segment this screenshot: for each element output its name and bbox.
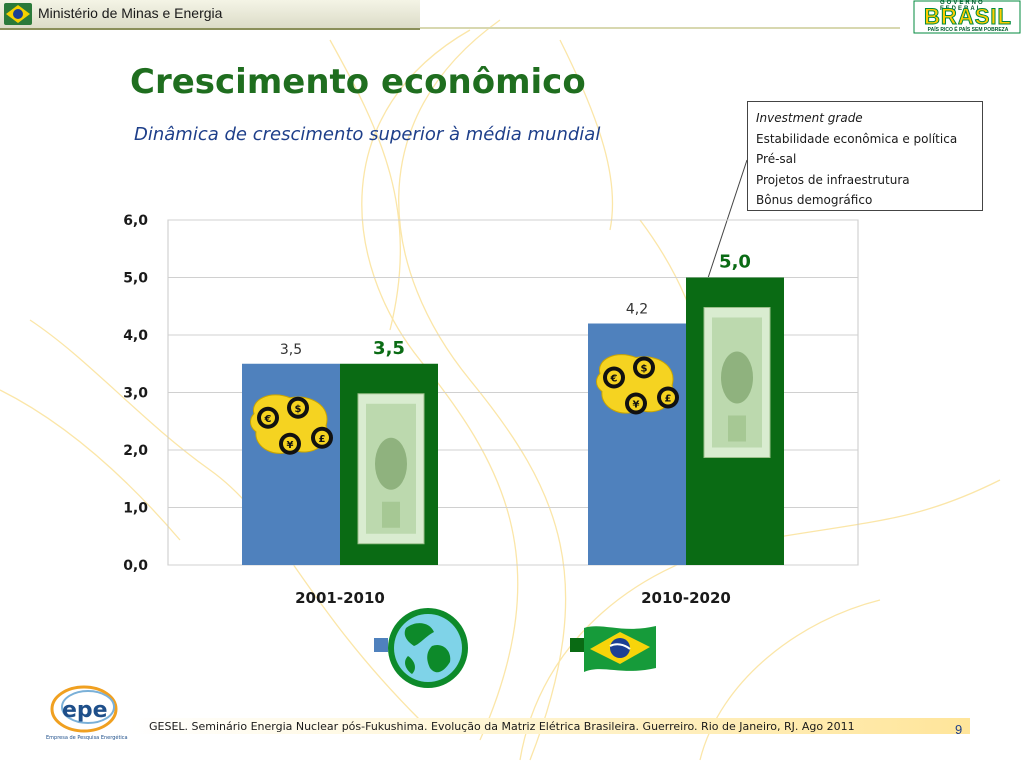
x-category-label: 2010-2020 <box>641 589 731 607</box>
callout-box: Investment grade Estabilidade econômica … <box>747 101 983 211</box>
y-tick-label: 6,0 <box>123 213 148 229</box>
gear-hub <box>283 436 297 451</box>
y-tick-label: 0,0 <box>123 558 148 574</box>
gov-federal-line: GOVERNO FEDERAL <box>940 0 985 12</box>
gear-hub <box>629 396 643 411</box>
epe-logo: epe Empresa de Pesquisa Energética <box>46 685 128 741</box>
banknote-portrait <box>721 351 753 404</box>
banknote-value-panel <box>728 415 746 442</box>
footer-citation: GESEL. Seminário Energia Nuclear pós-Fuk… <box>149 720 855 733</box>
y-tick-label: 3,0 <box>123 386 148 402</box>
callout-item: Estabilidade econômica e política <box>756 131 958 146</box>
banknote-icon <box>703 307 771 458</box>
gear-hub <box>261 410 275 425</box>
brasil-slogan: PAÍS RICO É PAÍS SEM POBREZA <box>927 27 1009 33</box>
page-number: 9 <box>955 722 963 737</box>
legend-world <box>374 604 474 690</box>
epe-logo-text: epe <box>62 698 108 723</box>
callout-item: Pré-sal <box>756 152 797 166</box>
banknote-icon <box>357 393 425 545</box>
y-tick-label: 5,0 <box>123 271 148 287</box>
legend-brazil <box>570 618 660 678</box>
callout-item: Investment grade <box>756 111 863 125</box>
currency-symbol: ¥ <box>633 400 640 411</box>
data-label-world: 4,2 <box>626 302 648 318</box>
y-tick-label: 2,0 <box>123 443 148 459</box>
header-bar <box>0 0 420 30</box>
ministry-emblem-icon <box>4 3 32 25</box>
currency-symbol: ¥ <box>287 440 294 451</box>
header-divider <box>420 27 900 29</box>
callout-item: Projetos de infraestrutura <box>756 172 910 187</box>
banknote-value-panel <box>382 501 400 528</box>
currency-gears-icon: € $ ¥ £ <box>250 394 333 455</box>
ministry-name: Ministério de Minas e Energia <box>38 5 223 21</box>
epe-logo-caption: Empresa de Pesquisa Energética <box>46 734 128 741</box>
y-tick-label: 1,0 <box>123 501 148 517</box>
currency-symbol: $ <box>641 364 648 375</box>
x-category-label: 2001-2010 <box>295 589 385 607</box>
legend-world-swatch <box>374 638 388 652</box>
currency-symbol: € <box>610 374 618 385</box>
gear-hub <box>661 390 675 405</box>
currency-symbol: € <box>264 414 272 425</box>
callout-leader-line <box>707 159 748 279</box>
gear-hub <box>637 360 651 375</box>
data-label-brazil: 3,5 <box>373 338 405 359</box>
brasil-wordmark: BRASIL <box>924 4 1012 30</box>
y-tick-label: 4,0 <box>123 328 148 344</box>
data-label-world: 3,5 <box>280 342 302 358</box>
data-label-brazil: 5,0 <box>719 252 751 273</box>
brasil-government-logo <box>912 0 1022 34</box>
currency-symbol: £ <box>319 434 326 445</box>
slide-subtitle: Dinâmica de crescimento superior à média… <box>134 124 601 145</box>
currency-symbol: $ <box>295 404 302 415</box>
banknote-portrait <box>375 437 407 490</box>
currency-symbol: £ <box>665 394 672 405</box>
brazil-flag-icon <box>584 626 656 672</box>
callout-item: Bônus demográfico <box>756 193 873 207</box>
legend-brazil-swatch <box>570 638 584 652</box>
globe-icon <box>388 608 468 688</box>
gear-hub <box>607 370 621 385</box>
gear-hub <box>315 430 329 445</box>
bar-world <box>242 363 340 565</box>
slide-title: Crescimento econômico <box>130 62 586 102</box>
currency-gears-icon: € $ ¥ £ <box>596 354 679 415</box>
brasil-logo-frame-icon <box>913 0 1021 34</box>
footer-bar <box>130 718 970 734</box>
gear-hub <box>291 400 305 415</box>
